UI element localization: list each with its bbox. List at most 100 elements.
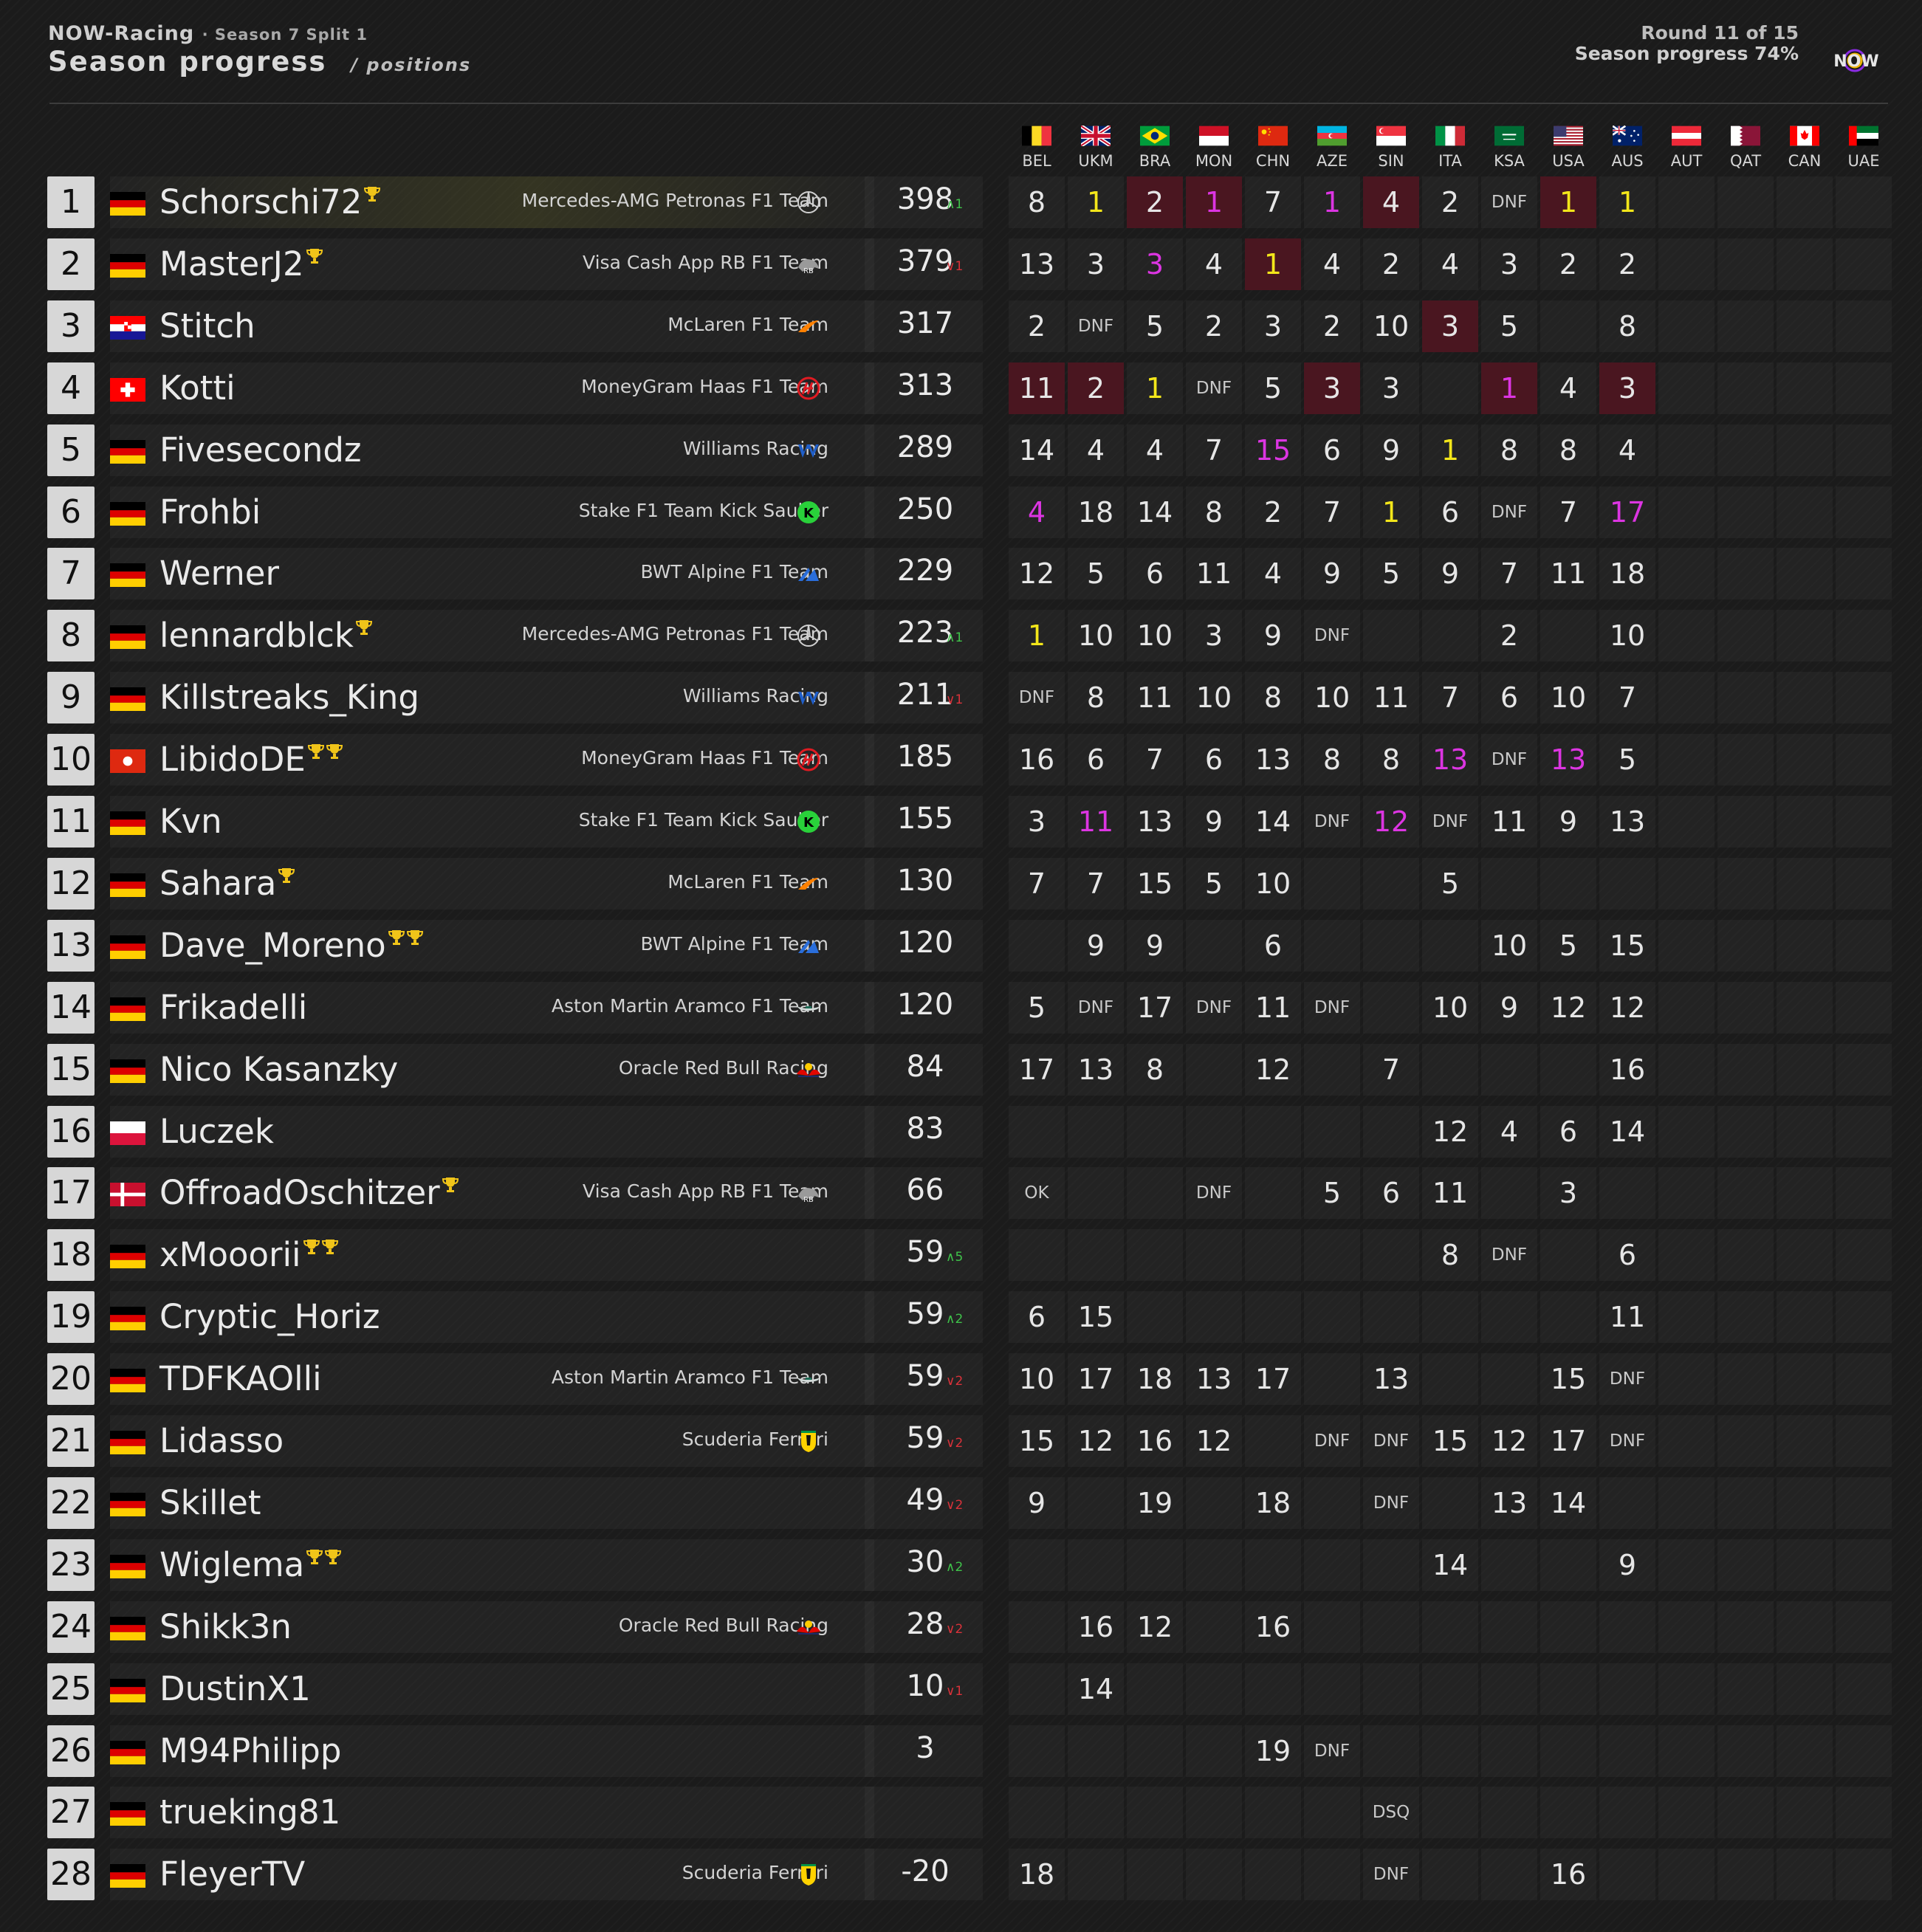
result-cell bbox=[1422, 1787, 1478, 1838]
table-row: 17 OffroadOschitzer Visa Cash App RB F1 Te… bbox=[47, 1167, 1886, 1220]
driver-name: Stitch bbox=[159, 306, 255, 346]
result-cell: DNF bbox=[1422, 796, 1478, 848]
table-row: 15 Nico Kasanzky Oracle Red Bull Racing 84 1… bbox=[47, 1043, 1886, 1096]
result-cell bbox=[1245, 1849, 1301, 1900]
result-cell: 2 bbox=[1186, 300, 1242, 352]
result-cell: 11 bbox=[1245, 982, 1301, 1034]
result-cell: DNF bbox=[1304, 1415, 1360, 1467]
result-cell: 16 bbox=[1127, 1415, 1183, 1467]
result-cell: 6 bbox=[1599, 1229, 1655, 1281]
result-cell: 15 bbox=[1422, 1415, 1478, 1467]
driver-name-text: MasterJ2 bbox=[159, 244, 304, 283]
result-cell: DNF bbox=[1068, 982, 1124, 1034]
track-ksa: KSA bbox=[1480, 126, 1539, 170]
result-cell: 1 bbox=[1127, 362, 1183, 414]
result-cell: 2 bbox=[1245, 487, 1301, 538]
result-cell bbox=[1777, 238, 1833, 290]
table-row: 20 TDFKAOlli Aston Martin Aramco F1 Team 59… bbox=[47, 1353, 1886, 1406]
result-cell: 4 bbox=[1363, 176, 1419, 228]
result-cell bbox=[1599, 1663, 1655, 1715]
position-badge: 21 bbox=[47, 1415, 95, 1467]
result-cell: 5 bbox=[1481, 300, 1537, 352]
track-code: USA bbox=[1552, 152, 1585, 170]
driver-name-text: xMooorii bbox=[159, 1235, 301, 1275]
result-cell bbox=[1068, 1787, 1124, 1838]
result-cell bbox=[1777, 1106, 1833, 1158]
result-cell: 9 bbox=[1304, 548, 1360, 599]
result-cell bbox=[1717, 672, 1774, 723]
driver-name: FleyerTV bbox=[159, 1854, 305, 1894]
position-change: ∨2 bbox=[946, 1436, 963, 1451]
result-cell: 3 bbox=[1481, 238, 1537, 290]
result-cell: DSQ bbox=[1363, 1787, 1419, 1838]
result-cell bbox=[1422, 1725, 1478, 1777]
result-cell: 9 bbox=[1245, 610, 1301, 661]
table-row: 16 Luczek 83 12 4 6 14 bbox=[47, 1105, 1886, 1158]
result-cell bbox=[1658, 300, 1715, 352]
result-cell: 12 bbox=[1245, 1044, 1301, 1096]
driver-name-text: Sahara bbox=[159, 863, 277, 903]
points-value: 84 bbox=[906, 1049, 944, 1084]
result-cell bbox=[1658, 1663, 1715, 1715]
result-cell bbox=[1717, 1229, 1774, 1281]
driver-name-text: lennardblck bbox=[159, 616, 354, 656]
result-cell: 12 bbox=[1068, 1415, 1124, 1467]
trophy-icon bbox=[303, 1240, 320, 1255]
position-badge: 18 bbox=[47, 1229, 95, 1282]
result-cell bbox=[1127, 1106, 1183, 1158]
result-cell: 9 bbox=[1068, 920, 1124, 972]
change-arrow-icon: ∧ bbox=[946, 1312, 955, 1327]
change-arrow-icon: ∧ bbox=[946, 630, 955, 646]
result-cell bbox=[1363, 1601, 1419, 1653]
track-bra: BRA bbox=[1125, 126, 1184, 170]
points-value: 317 bbox=[896, 306, 954, 340]
table-row: 3 Stitch McLaren F1 Team 317 2 DNF 5 2 3 2 10 3 5 8 bbox=[47, 300, 1886, 352]
result-cell: DNF bbox=[1481, 734, 1537, 785]
driver-name: Nico Kasanzky bbox=[159, 1050, 398, 1089]
red-bull-icon bbox=[797, 1620, 820, 1634]
result-cell bbox=[1836, 796, 1892, 848]
result-cell bbox=[1245, 1167, 1301, 1219]
result-cell bbox=[1186, 1106, 1242, 1158]
result-cell bbox=[1658, 982, 1715, 1034]
trophy-icon bbox=[306, 1549, 323, 1564]
result-cell bbox=[1245, 1415, 1301, 1467]
result-cell: 15 bbox=[1599, 920, 1655, 972]
result-cell bbox=[1777, 982, 1833, 1034]
driver-name: Frohbi bbox=[159, 492, 261, 532]
result-cell: 6 bbox=[1481, 672, 1537, 723]
nationality-flag-icon bbox=[110, 1369, 145, 1393]
result-cell bbox=[1245, 1663, 1301, 1715]
result-cell: 3 bbox=[1599, 362, 1655, 414]
result-cell bbox=[1836, 610, 1892, 661]
result-cell bbox=[1599, 858, 1655, 910]
result-cell: DNF bbox=[1304, 796, 1360, 848]
points-value: 229 bbox=[896, 554, 954, 588]
table-row: 4 Kotti MoneyGram Haas F1 Team 313 11 2 1 DNF 5 3… bbox=[47, 362, 1886, 414]
result-cell bbox=[1363, 1725, 1419, 1777]
result-cell bbox=[1245, 1539, 1301, 1591]
rb-bull-icon: RB bbox=[798, 1188, 819, 1204]
table-row: 25 DustinX1 10 ∨1 14 bbox=[47, 1663, 1886, 1715]
aston-martin-icon bbox=[797, 1005, 820, 1011]
aston-martin-icon bbox=[797, 1378, 820, 1383]
track-code: CAN bbox=[1788, 152, 1822, 170]
position-badge: 16 bbox=[47, 1105, 95, 1158]
team-name: MoneyGram Haas F1 Team bbox=[581, 747, 828, 769]
track-code: AUT bbox=[1670, 152, 1703, 170]
result-cell: 11 bbox=[1481, 796, 1537, 848]
position-badge: 2 bbox=[47, 238, 95, 290]
result-cell bbox=[1777, 1725, 1833, 1777]
result-cell: 11 bbox=[1363, 672, 1419, 723]
result-cell: 7 bbox=[1245, 176, 1301, 228]
result-cell bbox=[1304, 1106, 1360, 1158]
williams-icon bbox=[798, 692, 819, 706]
result-cell bbox=[1540, 1725, 1596, 1777]
nationality-flag-icon bbox=[110, 1183, 145, 1207]
result-cell bbox=[1836, 1849, 1892, 1900]
change-arrow-icon: ∨ bbox=[946, 692, 955, 708]
points-value: 211 bbox=[896, 678, 954, 712]
nationality-flag-icon bbox=[110, 1678, 145, 1702]
result-cell bbox=[1717, 796, 1774, 848]
result-cell bbox=[1658, 1601, 1715, 1653]
